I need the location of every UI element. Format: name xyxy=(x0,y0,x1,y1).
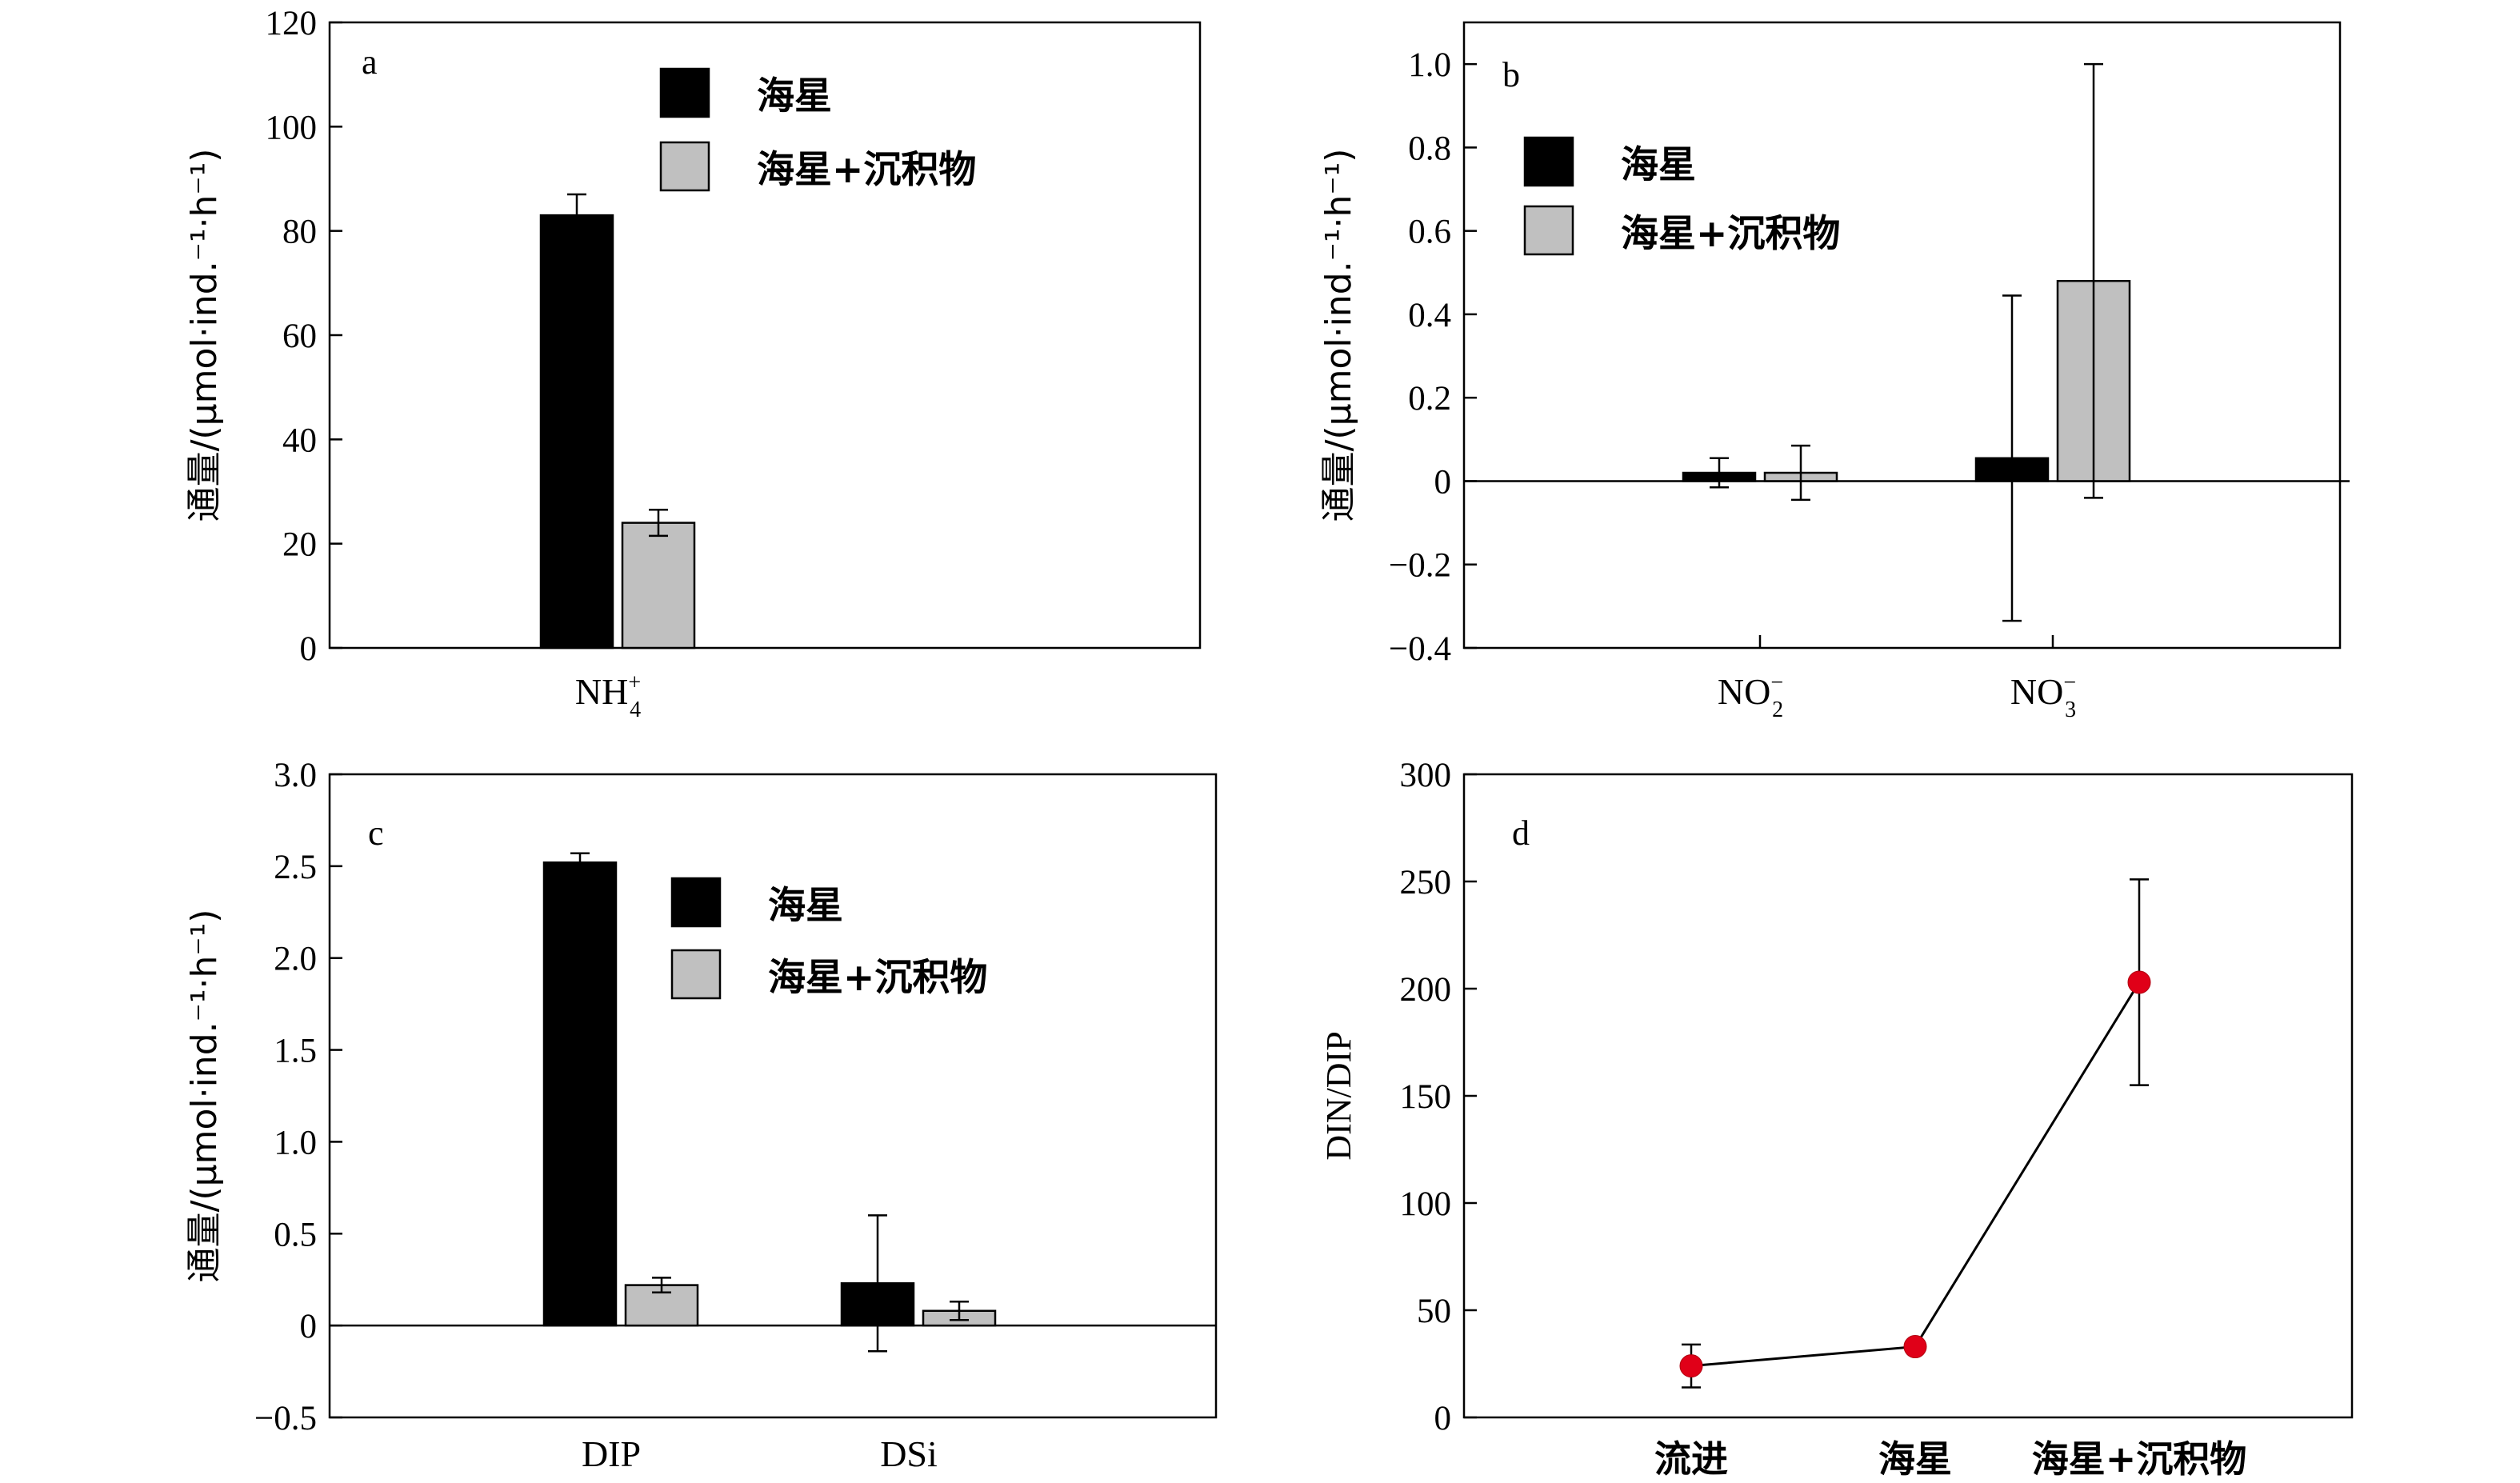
y-tick-label: 2.5 xyxy=(274,849,317,886)
y-tick-label: 150 xyxy=(1400,1078,1452,1116)
legend-swatch xyxy=(659,67,710,118)
x-category-label: NO− 2 xyxy=(1718,670,1783,722)
x-category-label: NH+ 4 xyxy=(575,670,641,722)
panel-b: −0.4 −0.2 0 0.2 0.4 0.6 0.8 1.0 通量/(µmol·ind.⁻¹·… xyxy=(1318,21,2350,722)
legend-label: 海星+沉积物 xyxy=(1621,212,1840,256)
y-tick-label: 50 xyxy=(1417,1293,1451,1330)
legend-label: 海星 xyxy=(757,74,832,118)
y-tick-label: 80 xyxy=(282,214,317,251)
y-tick-label: 2.0 xyxy=(274,941,317,978)
y-tick-label: 40 xyxy=(282,422,317,459)
data-point xyxy=(1679,1354,1703,1378)
y-axis-label: 通量/(µmol·ind.⁻¹·h⁻¹) xyxy=(184,149,225,522)
y-tick-label: 0.4 xyxy=(1408,297,1451,334)
y-tick-label: 20 xyxy=(282,526,317,564)
series-line xyxy=(1690,981,2141,1368)
y-tick-label: 0 xyxy=(1434,463,1452,501)
x-category-label: 流进 xyxy=(1654,1437,1728,1481)
plot-frame xyxy=(1462,773,2354,1419)
y-tick-label: 1.0 xyxy=(1408,46,1451,84)
legend-label: 海星 xyxy=(768,884,843,928)
legend-label: 海星+沉积物 xyxy=(768,956,987,1000)
panel-letter: d xyxy=(1512,813,1530,853)
legend-swatch xyxy=(670,949,722,1000)
data-point xyxy=(1903,1335,1927,1359)
panel-letter: b xyxy=(1502,55,1520,94)
x-category-label: 海星 xyxy=(1878,1437,1952,1481)
y-tick-label: 100 xyxy=(266,109,318,146)
y-axis-label: 通量/(µmol·ind.⁻¹·h⁻¹) xyxy=(1318,149,1359,522)
panel-c: −0.5 0 0.5 1.0 1.5 2.0 2.5 3.0 通量/(µmol·ind.⁻¹·h… xyxy=(184,757,1218,1474)
y-tick-label: 0 xyxy=(1434,1400,1452,1437)
y-tick-label: −0.4 xyxy=(1389,630,1451,668)
y-tick-label: 3.0 xyxy=(274,757,317,794)
plot-frame xyxy=(1462,21,2342,650)
panel-letter: c xyxy=(368,813,384,853)
y-axis-label: DIN/DIP xyxy=(1319,1031,1358,1160)
panel-letter: a xyxy=(362,42,378,82)
x-category-label: 海星+沉积物 xyxy=(2032,1437,2247,1481)
legend-swatch xyxy=(1523,136,1574,187)
panel-d: 0 50 100 150 200 250 300 DIN/DIP d 流进 海星 海星+沉积物 xyxy=(1319,757,2354,1481)
y-tick-label: 300 xyxy=(1400,757,1452,794)
x-category-label: NO− 3 xyxy=(2010,670,2076,722)
x-category-label: DIP xyxy=(582,1433,641,1474)
legend-label: 海星+沉积物 xyxy=(757,148,976,192)
y-tick-label: 0.5 xyxy=(274,1216,317,1253)
y-axis-label: 通量/(µmol·ind.⁻¹·h⁻¹) xyxy=(184,909,225,1283)
y-tick-label: 120 xyxy=(266,5,318,42)
legend-swatch xyxy=(659,141,710,192)
y-tick-label: −0.2 xyxy=(1389,547,1451,585)
legend-swatch xyxy=(1523,205,1574,256)
bar xyxy=(542,861,618,1327)
y-tick-label: 1.0 xyxy=(274,1124,317,1161)
data-point xyxy=(2127,970,2151,994)
y-tick-label: 0.8 xyxy=(1408,130,1451,167)
y-tick-label: −0.5 xyxy=(254,1400,317,1437)
y-tick-label: 60 xyxy=(282,318,317,355)
y-tick-label: 1.5 xyxy=(274,1033,317,1070)
bar xyxy=(621,522,696,650)
y-tick-label: 0.6 xyxy=(1408,214,1451,251)
panel-a: 0 20 40 60 80 100 120 通量/(µmol·ind.⁻¹·h⁻¹) a NH+ 4… xyxy=(184,5,1202,722)
y-tick-label: 0 xyxy=(300,1308,318,1345)
y-tick-label: 200 xyxy=(1400,971,1452,1009)
x-category-label: DSi xyxy=(880,1433,938,1474)
y-tick-label: 250 xyxy=(1400,864,1452,901)
y-tick-label: 100 xyxy=(1400,1185,1452,1223)
legend-label: 海星 xyxy=(1621,143,1696,187)
y-tick-label: 0.2 xyxy=(1408,380,1451,418)
bar xyxy=(539,214,614,650)
plot-frame xyxy=(328,773,1218,1419)
y-tick-label: 0 xyxy=(300,630,318,668)
legend-swatch xyxy=(670,877,722,928)
